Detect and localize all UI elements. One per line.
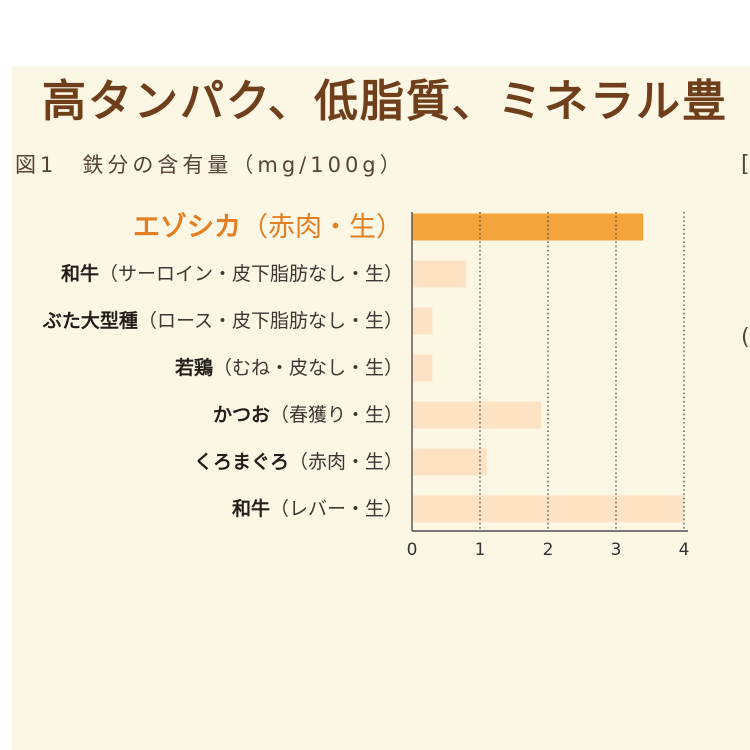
- bar-label-note: （赤肉・生）: [241, 212, 403, 243]
- iron-content-bar-chart: エゾシカ（赤肉・生）和牛（サーロイン・皮下脂肪なし・生）ぶた大型種（ロース・皮下…: [42, 212, 690, 561]
- bar-6: [412, 448, 487, 476]
- bar-label-3: ぶた大型種（ロース・皮下脂肪なし・生）: [42, 309, 403, 332]
- bar-label-note: （むね・皮なし・生）: [213, 357, 403, 379]
- headline: 高タンパク、低脂質、ミネラル豊: [42, 76, 729, 127]
- bar-5: [412, 401, 542, 429]
- x-tick-label-3: 3: [611, 540, 622, 560]
- figure-panel: 高タンパク、低脂質、ミネラル豊 図1 鉄分の含有量（mg/100g） [ ( エ…: [12, 66, 750, 750]
- bar-label-name: かつお: [213, 404, 270, 426]
- bar-label-4: 若鶏（むね・皮なし・生）: [175, 356, 403, 379]
- bar-label-name: エゾシカ: [133, 212, 241, 243]
- bar-label-note: （レバー・生）: [270, 498, 403, 520]
- bar-label-2: 和牛（サーロイン・皮下脂肪なし・生）: [61, 262, 403, 285]
- bar-label-6: くろまぐろ（赤肉・生）: [194, 451, 403, 473]
- bar-3: [412, 307, 433, 335]
- x-tick-label-0: 0: [407, 540, 418, 560]
- x-tick-label-1: 1: [475, 540, 486, 560]
- bar-label-note: （赤肉・生）: [289, 451, 403, 473]
- x-tick-label-4: 4: [679, 540, 690, 560]
- bar-label-name: 和牛: [61, 262, 99, 285]
- bar-label-name: 和牛: [232, 497, 270, 520]
- bar-label-name: くろまぐろ: [194, 451, 289, 473]
- x-tick-label-2: 2: [543, 540, 554, 560]
- bar-7: [412, 495, 684, 523]
- bar-label-note: （ロース・皮下脂肪なし・生）: [138, 310, 403, 332]
- bar-1: [412, 213, 644, 241]
- chart-title: 図1 鉄分の含有量（mg/100g）: [15, 153, 405, 177]
- right-edge-fragment-1: [: [741, 152, 750, 177]
- bar-4: [412, 354, 433, 382]
- bar-label-note: （春獲り・生）: [270, 404, 403, 426]
- bar-label-5: かつお（春獲り・生）: [213, 404, 403, 426]
- right-edge-fragment-2: (: [741, 325, 750, 350]
- bar-label-name: ぶた大型種: [42, 309, 138, 332]
- bar-2: [412, 260, 467, 288]
- bar-label-7: 和牛（レバー・生）: [232, 497, 403, 520]
- bar-label-name: 若鶏: [175, 356, 213, 379]
- bar-label-note: （サーロイン・皮下脂肪なし・生）: [99, 263, 403, 285]
- bar-label-1: エゾシカ（赤肉・生）: [133, 212, 403, 243]
